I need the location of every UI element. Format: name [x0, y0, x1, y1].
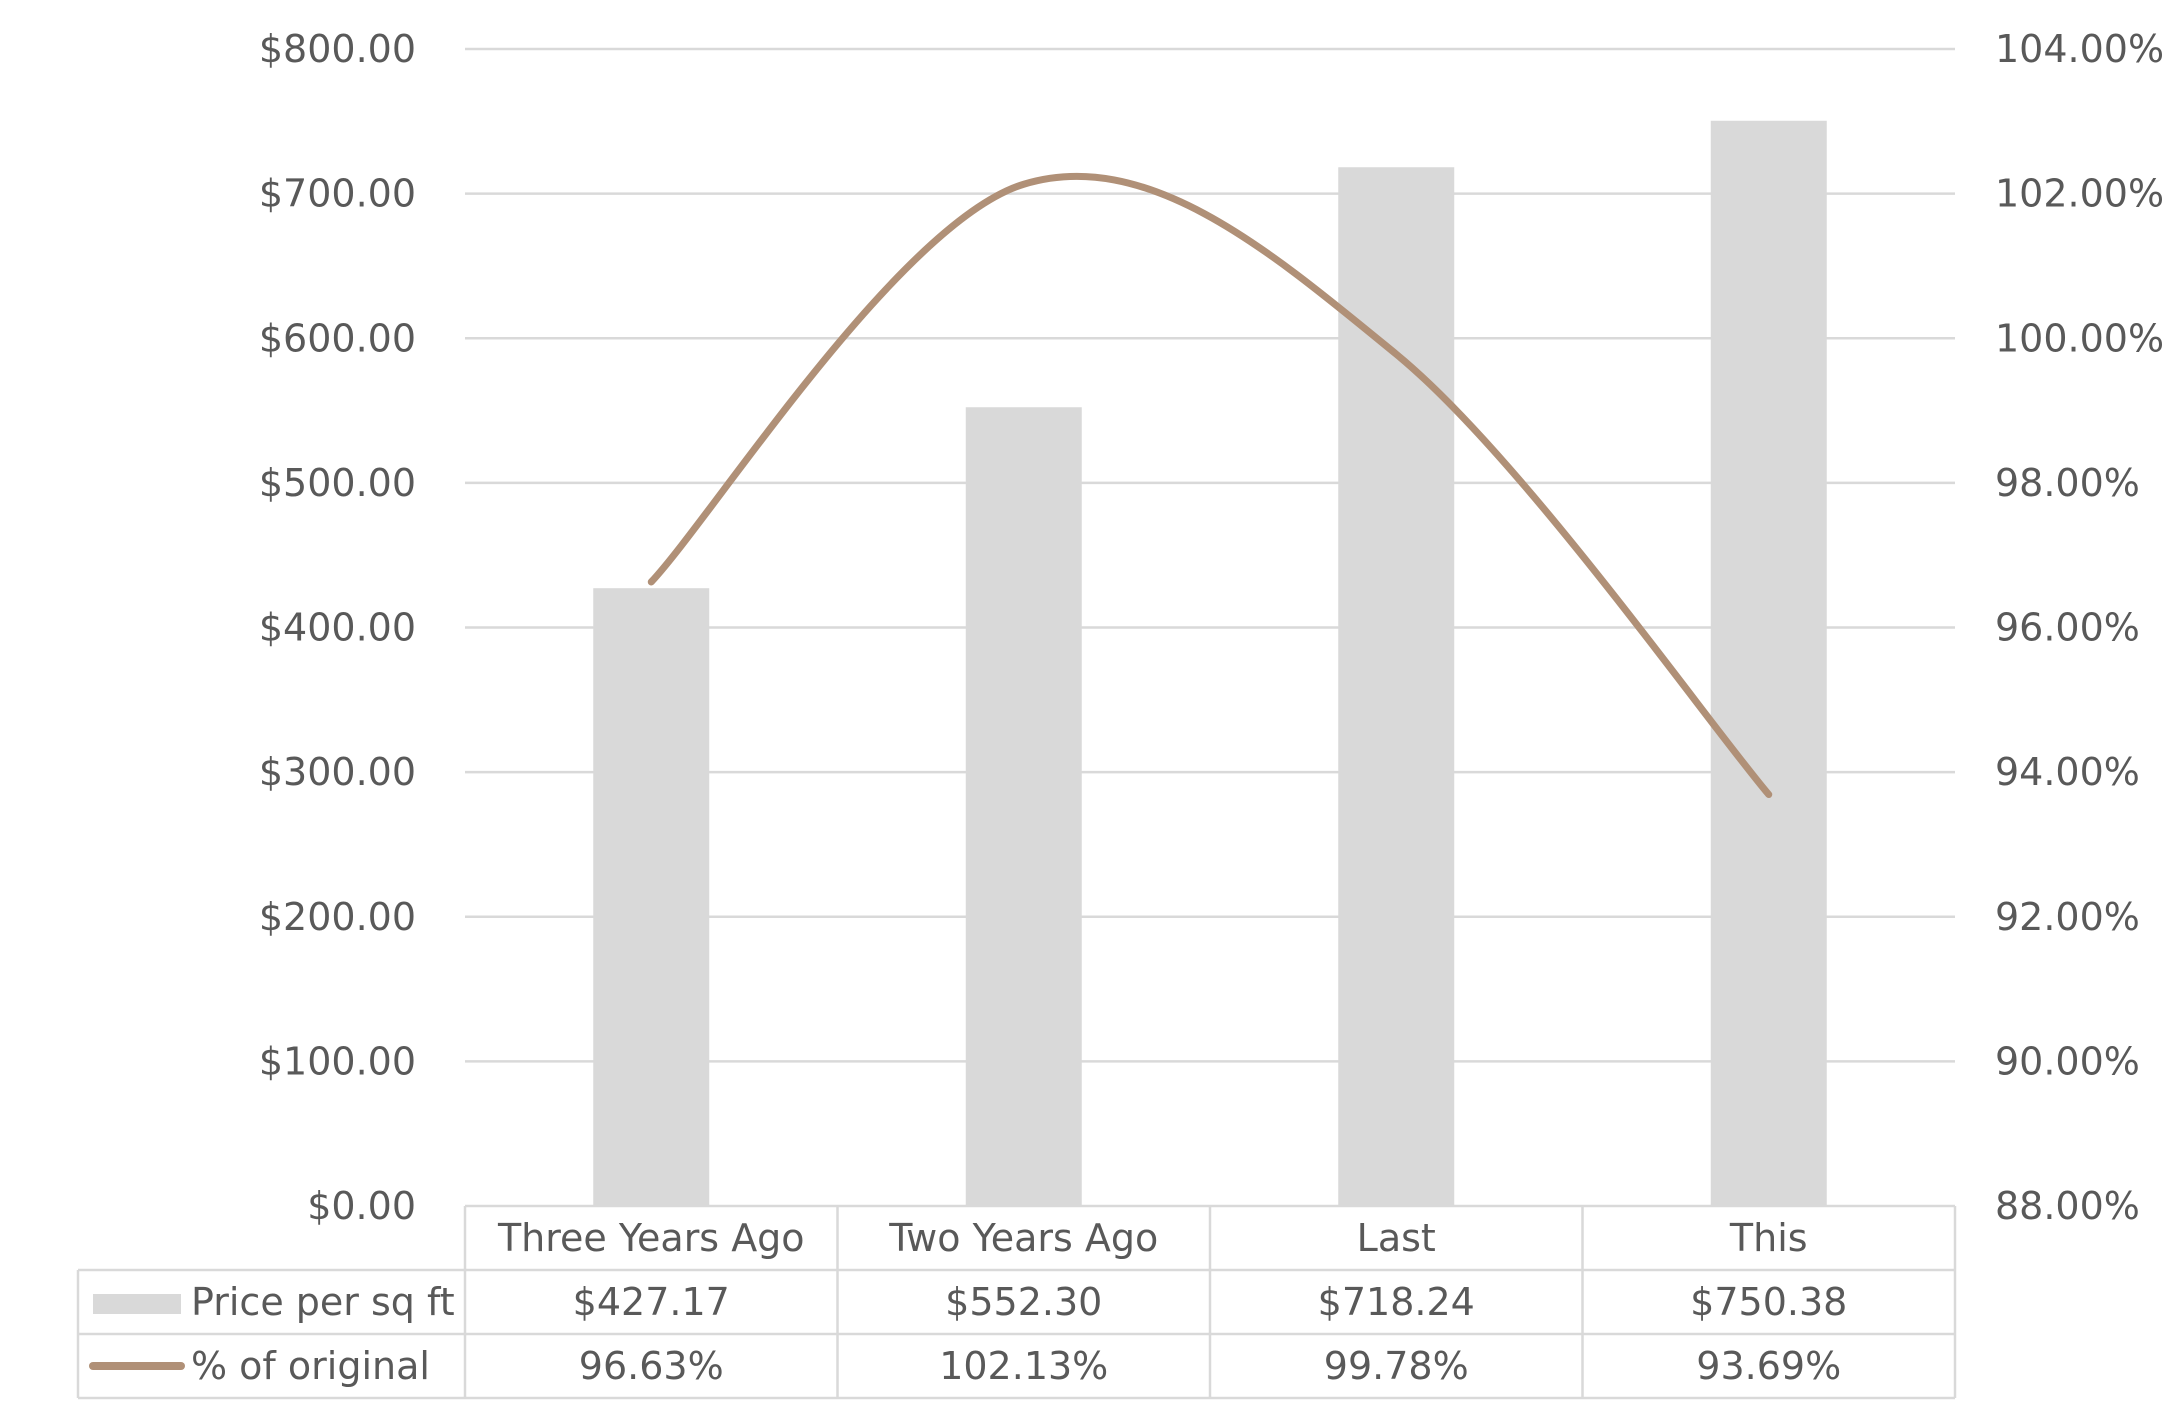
left-tick-label: $100.00 [259, 1039, 416, 1083]
left-tick-label: $400.00 [259, 606, 416, 650]
bar-series [593, 120, 1827, 1207]
percent-value: 93.69% [1696, 1344, 1841, 1388]
percent-value: 99.78% [1324, 1344, 1469, 1388]
left-tick-label: $600.00 [259, 316, 416, 360]
right-tick-label: 94.00% [1995, 750, 2140, 794]
right-tick-label: 88.00% [1995, 1184, 2140, 1228]
price-value: $718.24 [1318, 1280, 1475, 1324]
line-series [647, 172, 1773, 799]
left-axis: $0.00 $100.00 $200.00 $300.00 $400.00 $500.00… [259, 27, 416, 1228]
price-value: $552.30 [945, 1280, 1102, 1324]
price-value: $750.38 [1690, 1280, 1847, 1324]
gridlines [465, 47, 1955, 1063]
percent-value: 96.63% [579, 1344, 724, 1388]
category-label: Two Years Ago [888, 1216, 1158, 1260]
left-tick-label: $700.00 [259, 172, 416, 216]
right-tick-label: 104.00% [1995, 27, 2164, 71]
bar [965, 407, 1082, 1207]
right-tick-label: 98.00% [1995, 461, 2140, 505]
right-axis: 88.00% 90.00% 92.00% 94.00% 96.00% 98.00% 100.… [1995, 27, 2164, 1228]
data-table: Three Years Ago Two Years Ago Last This Pric… [76, 1204, 1957, 1400]
line-path [647, 172, 1773, 799]
bar [1710, 120, 1827, 1206]
bar-series-name: Price per sq ft [191, 1280, 455, 1324]
price-value: $427.17 [573, 1280, 730, 1324]
right-tick-label: 102.00% [1995, 172, 2164, 216]
bar-legend-key [93, 1294, 181, 1314]
right-tick-label: 96.00% [1995, 606, 2140, 650]
bar [593, 588, 710, 1206]
percent-value: 102.13% [939, 1344, 1108, 1388]
bar [1338, 167, 1455, 1207]
left-tick-label: $300.00 [259, 750, 416, 794]
category-label: Three Years Ago [497, 1216, 805, 1260]
category-label: This [1729, 1216, 1808, 1260]
line-series-name: % of original [191, 1344, 430, 1388]
right-tick-label: 90.00% [1995, 1039, 2140, 1083]
left-tick-label: $0.00 [307, 1184, 416, 1228]
right-tick-label: 92.00% [1995, 895, 2140, 939]
left-tick-label: $200.00 [259, 895, 416, 939]
left-tick-label: $500.00 [259, 461, 416, 505]
left-tick-label: $800.00 [259, 27, 416, 71]
category-label: Last [1357, 1216, 1436, 1260]
right-tick-label: 100.00% [1995, 316, 2164, 360]
